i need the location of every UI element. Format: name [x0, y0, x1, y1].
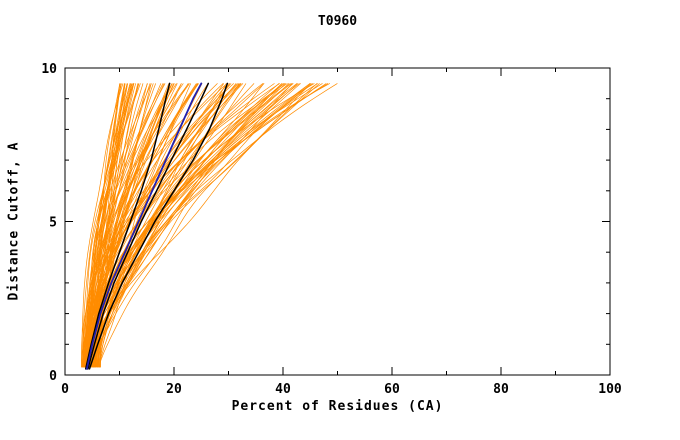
x-tick-label: 60 — [384, 382, 400, 397]
chart-title: T0960 — [317, 14, 358, 29]
y-tick-label: 5 — [49, 216, 57, 231]
y-tick-label: 0 — [49, 369, 57, 384]
x-tick-label: 80 — [493, 382, 509, 397]
x-tick-label: 40 — [275, 382, 291, 397]
x-axis-label: Percent of Residues (CA) — [231, 399, 444, 414]
y-tick-label: 10 — [41, 62, 57, 77]
x-tick-label: 20 — [166, 382, 182, 397]
x-tick-label: 0 — [61, 382, 69, 397]
x-tick-label: 100 — [598, 382, 622, 397]
